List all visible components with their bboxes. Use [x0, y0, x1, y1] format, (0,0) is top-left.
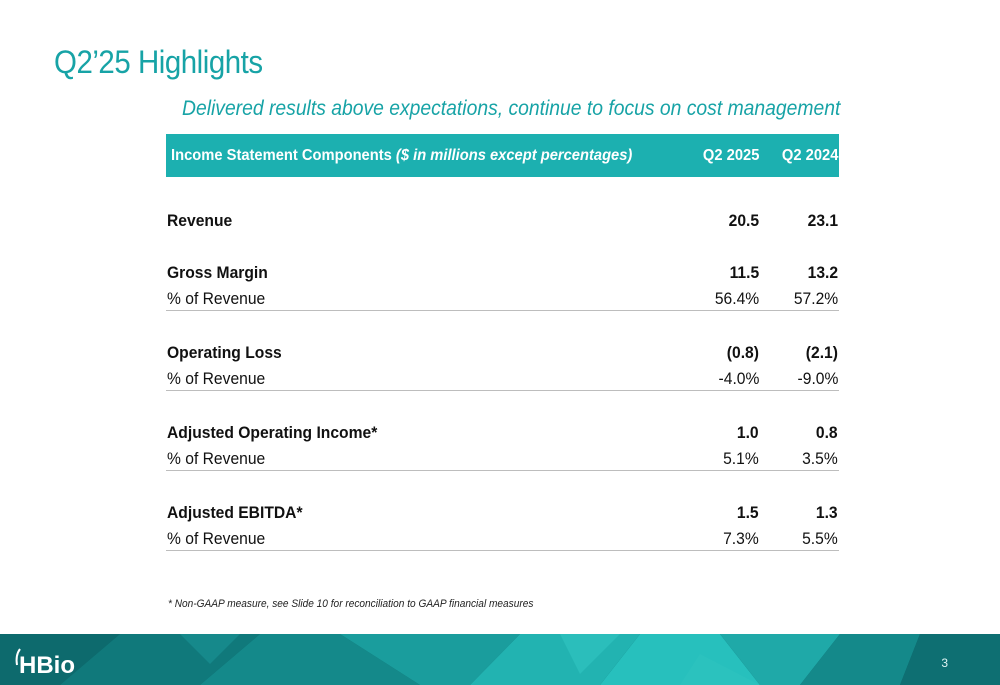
row-value-q2-2025: 11.5	[729, 263, 759, 282]
row-label: Adjusted Operating Income*	[167, 423, 378, 442]
row-value-q2-2025: 20.5	[728, 211, 759, 230]
page-number: 3	[941, 656, 948, 670]
table-row-adjusted-ebitda: Adjusted EBITDA* 1.5 1.3	[166, 500, 839, 524]
header-col-q2-2025: Q2 2025	[702, 147, 759, 164]
header-label-italic: ($ in millions except percentages)	[395, 147, 633, 164]
row-value-q2-2025: -4.0%	[718, 369, 759, 388]
row-value-q2-2025: 5.1%	[723, 449, 759, 468]
row-value-q2-2024: 57.2%	[793, 289, 838, 308]
row-value-q2-2024: 5.5%	[802, 529, 838, 548]
footer-banner-graphic	[0, 634, 1000, 685]
slide-title: Q2’25 Highlights	[54, 44, 263, 80]
table-row-adjusted-ebitda-pct: % of Revenue 7.3% 5.5%	[166, 526, 839, 551]
row-value-q2-2025: 1.5	[737, 503, 759, 522]
header-label: Income Statement Components ($ in millio…	[171, 147, 632, 165]
row-value-q2-2024: 1.3	[816, 503, 838, 522]
row-label: % of Revenue	[167, 529, 266, 548]
table-header: Income Statement Components ($ in millio…	[166, 134, 839, 177]
hbio-logo: HBio	[15, 648, 75, 679]
row-label: Gross Margin	[167, 263, 268, 282]
row-value-q2-2025: 7.3%	[723, 529, 759, 548]
table-row-adjusted-operating-income-pct: % of Revenue 5.1% 3.5%	[166, 446, 839, 471]
table-row-gross-margin: Gross Margin 11.5 13.2	[166, 260, 839, 284]
row-label: Adjusted EBITDA*	[167, 503, 303, 522]
header-label-bold: Income Statement Components	[171, 147, 396, 164]
table-row-operating-loss: Operating Loss (0.8) (2.1)	[166, 340, 839, 364]
row-value-q2-2024: 0.8	[816, 423, 838, 442]
row-label: % of Revenue	[167, 369, 266, 388]
row-label: % of Revenue	[167, 289, 266, 308]
header-col-q2-2024: Q2 2024	[781, 147, 838, 164]
row-value-q2-2024: 23.1	[807, 211, 838, 230]
row-label: % of Revenue	[167, 449, 266, 468]
income-statement-table: Income Statement Components ($ in millio…	[166, 134, 839, 551]
slide-subtitle: Delivered results above expectations, co…	[182, 97, 841, 120]
row-value-q2-2025: 56.4%	[714, 289, 759, 308]
row-value-q2-2024: 3.5%	[802, 449, 838, 468]
row-value-q2-2025: 1.0	[737, 423, 759, 442]
row-label: Operating Loss	[167, 343, 282, 362]
row-label: Revenue	[167, 211, 233, 230]
logo-text: HBio	[19, 652, 75, 679]
row-value-q2-2025: (0.8)	[726, 343, 759, 362]
table-row-adjusted-operating-income: Adjusted Operating Income* 1.0 0.8	[166, 420, 839, 444]
table-row-operating-loss-pct: % of Revenue -4.0% -9.0%	[166, 366, 839, 391]
row-value-q2-2024: (2.1)	[805, 343, 838, 362]
footer-banner	[0, 634, 1000, 685]
footnote: * Non-GAAP measure, see Slide 10 for rec…	[168, 598, 534, 610]
table-row-revenue: Revenue 20.5 23.1	[166, 208, 839, 232]
row-value-q2-2024: 13.2	[807, 263, 838, 282]
table-row-gross-margin-pct: % of Revenue 56.4% 57.2%	[166, 286, 839, 311]
row-value-q2-2024: -9.0%	[797, 369, 838, 388]
